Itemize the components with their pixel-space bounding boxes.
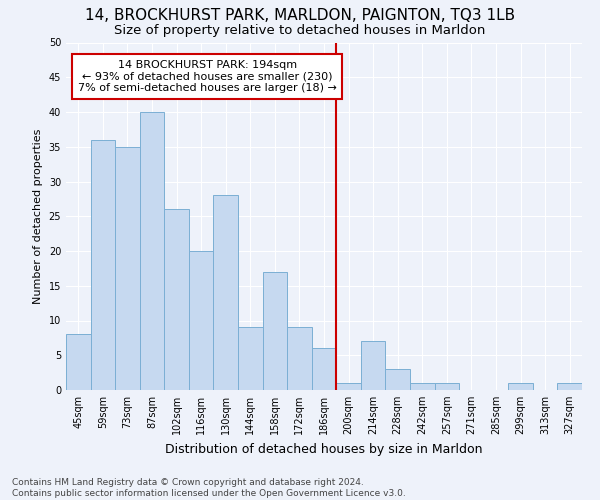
- Bar: [508, 383, 533, 390]
- Bar: [410, 383, 434, 390]
- Text: 14 BROCKHURST PARK: 194sqm
← 93% of detached houses are smaller (230)
7% of semi: 14 BROCKHURST PARK: 194sqm ← 93% of deta…: [78, 60, 337, 93]
- Bar: [557, 383, 582, 390]
- Bar: [214, 196, 238, 390]
- Bar: [66, 334, 91, 390]
- Bar: [189, 251, 214, 390]
- Bar: [361, 342, 385, 390]
- Bar: [115, 147, 140, 390]
- Bar: [385, 369, 410, 390]
- Bar: [287, 328, 312, 390]
- Y-axis label: Number of detached properties: Number of detached properties: [33, 128, 43, 304]
- X-axis label: Distribution of detached houses by size in Marldon: Distribution of detached houses by size …: [165, 442, 483, 456]
- Text: Size of property relative to detached houses in Marldon: Size of property relative to detached ho…: [115, 24, 485, 37]
- Bar: [434, 383, 459, 390]
- Bar: [238, 328, 263, 390]
- Text: Contains HM Land Registry data © Crown copyright and database right 2024.
Contai: Contains HM Land Registry data © Crown c…: [12, 478, 406, 498]
- Bar: [140, 112, 164, 390]
- Bar: [164, 210, 189, 390]
- Bar: [312, 348, 336, 390]
- Bar: [91, 140, 115, 390]
- Bar: [263, 272, 287, 390]
- Text: 14, BROCKHURST PARK, MARLDON, PAIGNTON, TQ3 1LB: 14, BROCKHURST PARK, MARLDON, PAIGNTON, …: [85, 8, 515, 22]
- Bar: [336, 383, 361, 390]
